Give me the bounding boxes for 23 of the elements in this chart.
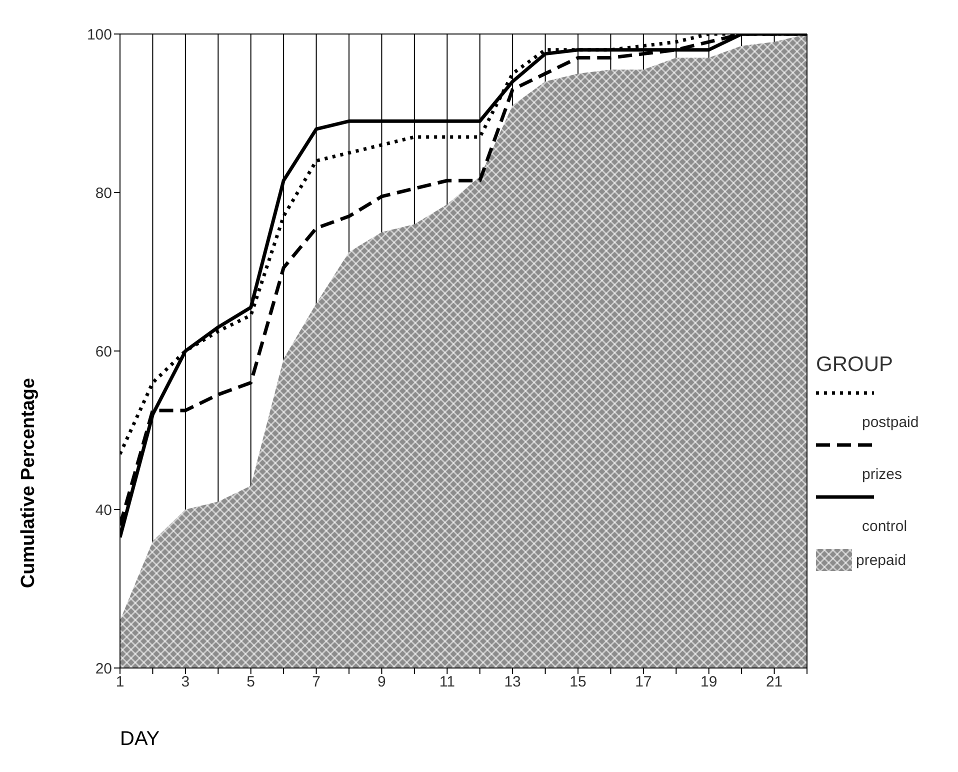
x-tick-label: 9 xyxy=(378,674,386,691)
y-tick-label: 20 xyxy=(95,660,112,678)
text: control xyxy=(862,518,908,535)
y-tick-label: 60 xyxy=(95,343,112,360)
x-tick-label: 7 xyxy=(312,674,320,691)
x-tick-label: 19 xyxy=(700,674,718,691)
text: prepaid xyxy=(856,552,906,568)
x-tick-label: 3 xyxy=(181,674,190,691)
x-axis-title: DAY xyxy=(120,728,160,751)
text: postpaid xyxy=(862,414,920,431)
y-axis-title: Cumulative Percentage xyxy=(18,378,40,588)
x-tick-label: 17 xyxy=(635,674,652,691)
text: prizes xyxy=(862,466,904,483)
y-tick-label: 80 xyxy=(95,184,112,202)
y-tick-label: 40 xyxy=(95,502,112,519)
x-tick-label: 1 xyxy=(116,674,124,691)
legend-title: GROUP xyxy=(816,353,894,377)
x-tick-label: 11 xyxy=(439,674,455,691)
x-tick-label: 15 xyxy=(570,674,586,691)
x-tick-label: 21 xyxy=(766,674,783,691)
x-tick-label: 5 xyxy=(246,674,256,691)
y-tick-label: 100 xyxy=(86,26,112,44)
x-tick-label: 13 xyxy=(504,674,521,691)
